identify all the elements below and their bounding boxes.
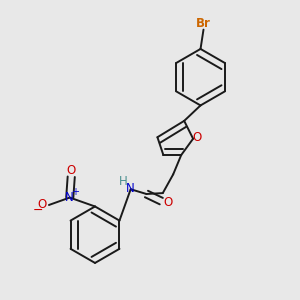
Text: O: O — [163, 196, 172, 209]
Text: N: N — [126, 182, 135, 195]
Text: N: N — [64, 191, 73, 204]
Text: O: O — [67, 164, 76, 177]
Text: H: H — [119, 175, 128, 188]
Text: +: + — [71, 187, 79, 197]
Text: O: O — [193, 131, 202, 144]
Text: Br: Br — [196, 16, 211, 30]
Text: −: − — [32, 204, 43, 217]
Text: O: O — [38, 198, 47, 211]
